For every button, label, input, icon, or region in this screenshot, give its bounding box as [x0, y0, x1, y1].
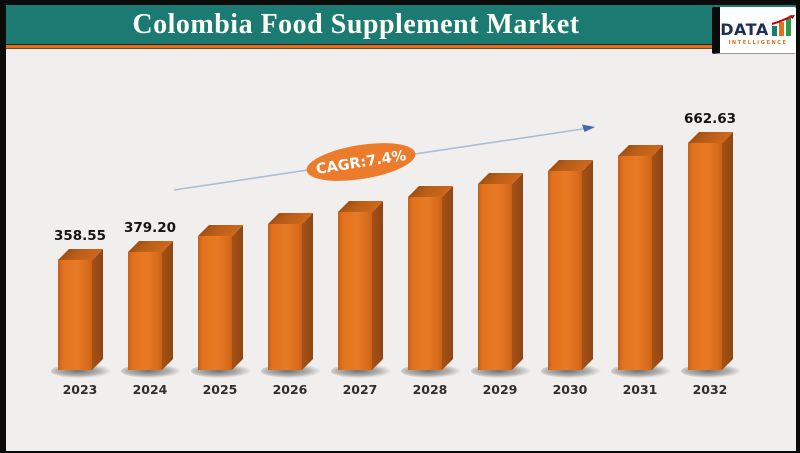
bar-side-face	[512, 173, 523, 370]
x-axis-year-label: 2025	[202, 382, 238, 397]
bar-front-face	[478, 184, 512, 370]
bar-side-face	[722, 132, 733, 370]
x-axis-year-label: 2024	[132, 382, 168, 397]
bar-side-face	[582, 160, 593, 370]
x-axis-year-label: 2031	[622, 382, 658, 397]
bar-front-face	[128, 252, 162, 370]
brand-logo: DATA INTELLIGENCE	[712, 7, 796, 54]
header-bar: Colombia Food Supplement Market	[6, 5, 796, 44]
x-axis-year-label: 2032	[692, 382, 728, 397]
cagr-ellipse	[306, 143, 416, 181]
bar-side-face	[372, 201, 383, 370]
bar-side-face	[302, 213, 313, 370]
x-axis-year-label: 2023	[62, 382, 98, 397]
bar-side-face	[652, 145, 663, 370]
bar-front-face	[198, 236, 232, 370]
x-axis-year-label: 2028	[412, 382, 448, 397]
rising-bar-chart-with-arrow-icon	[771, 14, 795, 36]
bar-front-face	[408, 197, 442, 370]
trend-arrow-head	[582, 124, 595, 132]
bar-front-face	[58, 260, 92, 370]
logo-brand-text: DATA	[720, 19, 769, 39]
bar-front-face	[338, 212, 372, 370]
bar-front-face	[618, 156, 652, 370]
cagr-badge: CAGR:7.4%	[306, 143, 416, 181]
x-axis-year-label: 2029	[482, 382, 518, 397]
chart-title: Colombia Food Supplement Market	[132, 8, 580, 40]
bar-side-face	[92, 249, 103, 370]
x-axis-year-label: 2026	[272, 382, 308, 397]
bar-front-face	[268, 224, 302, 370]
trend-arrow-line	[173, 127, 587, 191]
logo-row: DATA	[720, 14, 795, 39]
x-axis-year-label: 2027	[342, 382, 378, 397]
x-axis-year-label: 2030	[552, 382, 588, 397]
bar-side-face	[232, 225, 243, 370]
header-accent-rule	[6, 44, 796, 49]
bar-value-label: 662.63	[683, 111, 737, 127]
cagr-label: CAGR:7.4%	[315, 148, 408, 178]
bar-value-label: 379.20	[123, 220, 177, 236]
bar-side-face	[162, 241, 173, 370]
logo-subtitle-text: INTELLIGENCE	[728, 39, 788, 46]
bar-front-face	[688, 143, 722, 370]
bar-value-label: 358.55	[53, 228, 107, 244]
bar-side-face	[442, 186, 453, 370]
bar-front-face	[548, 171, 582, 370]
